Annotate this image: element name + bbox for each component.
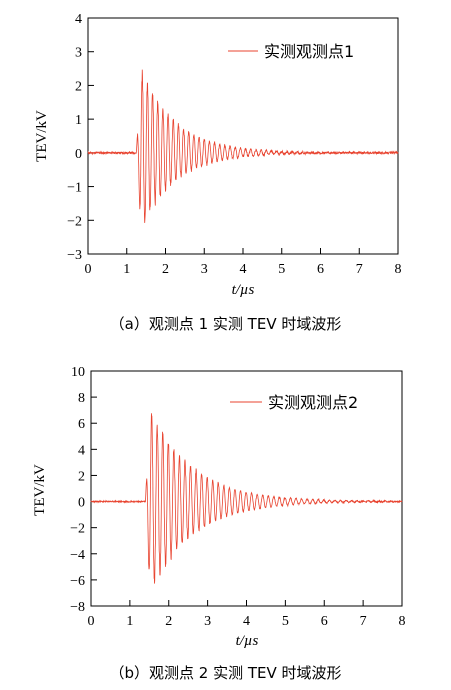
x-tick-label: 8	[399, 614, 406, 629]
y-tick-label: 6	[78, 417, 85, 432]
y-tick-label: −8	[70, 600, 85, 615]
y-tick-label: 0	[75, 147, 82, 162]
chart-a-x-ticks: 0 1 2 3 4 5 6 7 8	[85, 248, 402, 277]
chart-b-y-ticks: −8 −6 −4 −2 0 2 4 6 8 10	[70, 365, 97, 615]
y-tick-label: −3	[67, 248, 82, 263]
x-tick-label: 7	[356, 262, 363, 277]
y-tick-label: 3	[75, 46, 82, 61]
x-tick-label: 4	[243, 614, 250, 629]
y-tick-label: 0	[78, 496, 85, 511]
x-tick-label: 5	[282, 614, 289, 629]
x-tick-label: 2	[162, 262, 169, 277]
y-tick-label: 2	[75, 79, 82, 94]
y-tick-label: 4	[78, 443, 85, 458]
x-tick-label: 6	[317, 262, 324, 277]
y-tick-label: 1	[75, 113, 82, 128]
x-tick-label: 6	[321, 614, 328, 629]
x-tick-label: 7	[360, 614, 367, 629]
chart-b-caption: （b）观测点 2 实测 TEV 时域波形	[109, 664, 342, 682]
chart-b-series-line	[90, 413, 403, 584]
x-tick-label: 1	[123, 262, 130, 277]
chart-a-y-axis-label: TEV/kV	[34, 110, 50, 162]
chart-b-x-axis-label: t/µs	[236, 633, 259, 649]
x-tick-label: 5	[278, 262, 285, 277]
chart-a-caption: （a）观测点 1 实测 TEV 时域波形	[109, 315, 342, 333]
y-tick-label: −1	[67, 181, 82, 196]
x-tick-label: 3	[201, 262, 208, 277]
chart-a-y-ticks: −3 −2 −1 0 1 2 3 4	[67, 12, 94, 263]
y-tick-label: −2	[67, 214, 82, 229]
chart-b-legend-label: 实测观测点2	[268, 393, 358, 412]
x-tick-label: 4	[240, 262, 247, 277]
chart-a: −3 −2 −1 0 1 2 3 4 0 1 2 3 4 5 6 7 8 实测观测点1 TEV/kV t/µs	[34, 12, 402, 298]
y-tick-label: 10	[71, 365, 85, 380]
y-tick-label: 2	[78, 469, 85, 484]
chart-b-x-ticks: 0 1 2 3 4 5 6 7 8	[88, 600, 406, 629]
chart-a-series-line	[87, 69, 399, 223]
x-tick-label: 0	[85, 262, 92, 277]
y-tick-label: −4	[70, 548, 85, 563]
y-tick-label: 4	[75, 12, 82, 27]
y-tick-label: 8	[78, 391, 85, 406]
y-tick-label: −6	[70, 574, 85, 589]
x-tick-label: 0	[88, 614, 95, 629]
x-tick-label: 3	[204, 614, 211, 629]
x-tick-label: 8	[395, 262, 402, 277]
chart-b-y-axis-label: TEV/kV	[32, 464, 48, 516]
chart-a-x-axis-label: t/µs	[232, 282, 255, 298]
y-tick-label: −2	[70, 522, 85, 537]
x-tick-label: 2	[165, 614, 172, 629]
x-tick-label: 1	[126, 614, 133, 629]
chart-a-legend-label: 实测观测点1	[264, 42, 354, 61]
